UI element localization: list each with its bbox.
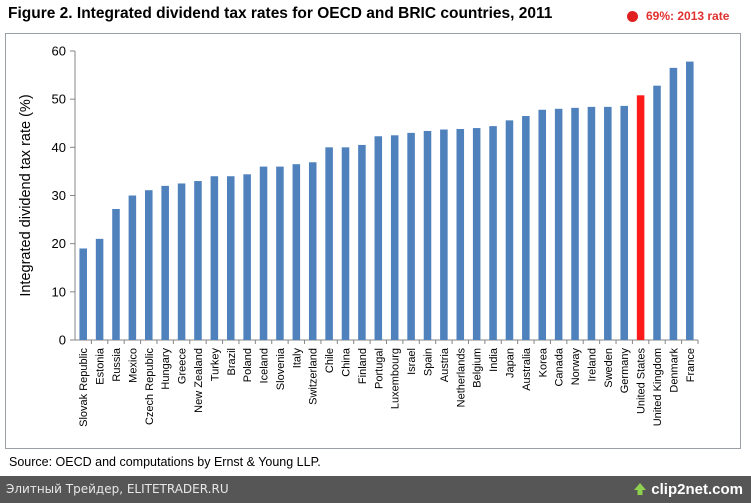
x-tick-label: Mexico: [127, 348, 139, 383]
x-tick-label: Denmark: [668, 348, 680, 393]
x-tick-label: Canada: [554, 347, 566, 386]
bar-chile: [325, 147, 333, 340]
bar-new-zealand: [194, 181, 202, 340]
bar-chart: 0 10 20 30 40 50 60 Integrated dividend tax rat…: [18, 44, 699, 427]
bar-slovenia: [276, 166, 284, 340]
x-tick-label: United Kingdom: [652, 348, 664, 426]
x-tick-label: Israel: [406, 348, 418, 375]
x-tick-label: Hungary: [160, 348, 172, 390]
footer-site-label: Элитный Трейдер, ELITETRADER.RU: [6, 482, 229, 496]
x-tick-label: Korea: [537, 347, 549, 377]
bar-iceland: [259, 166, 268, 340]
source-note: Source: OECD and computations by Ernst &…: [9, 455, 321, 469]
x-tick-label: Slovak Republic: [78, 348, 90, 427]
x-tick-label: Estonia: [95, 347, 107, 385]
bar-korea: [538, 109, 547, 340]
x-tick-label: Finland: [357, 348, 369, 384]
footer-logo-group[interactable]: clip2net.com: [633, 479, 743, 499]
bar-russia: [112, 208, 120, 340]
bar-czech-republic: [145, 190, 153, 340]
x-tick-label: Australia: [521, 347, 533, 391]
x-tick-label: India: [488, 347, 500, 372]
bar-poland: [243, 174, 251, 340]
y-tick-label: 40: [52, 140, 66, 155]
x-tick-label: Czech Republic: [144, 348, 156, 426]
bar-germany: [620, 105, 628, 340]
bar-israel: [407, 132, 415, 340]
bar-estonia: [95, 238, 104, 340]
red-dot-icon: [627, 10, 638, 22]
bar-brazil: [226, 176, 235, 340]
y-tick-label: 50: [52, 92, 66, 107]
bar-mexico: [128, 195, 137, 340]
y-tick-label: 20: [52, 236, 66, 251]
bar-ireland: [587, 106, 596, 340]
x-tick-label: Ireland: [586, 348, 598, 382]
y-tick-label: 10: [52, 284, 66, 299]
bar-canada: [554, 108, 563, 340]
x-tick-label: Spain: [422, 348, 434, 376]
x-tick-label: Austria: [439, 347, 451, 382]
bar-greece: [177, 183, 186, 340]
bar-luxembourg: [390, 135, 399, 340]
bar-china: [341, 147, 350, 340]
x-tick-label: Chile: [324, 348, 336, 373]
x-tick-label: China: [341, 347, 353, 377]
x-tick-label: Poland: [242, 348, 254, 382]
y-tick-label: 60: [52, 44, 66, 59]
annotation-2013-rate: 69%: 2013 rate: [627, 9, 729, 23]
bar-japan: [505, 120, 514, 340]
y-tick-label: 30: [52, 188, 66, 203]
bar-belgium: [472, 128, 481, 340]
x-tick-label: Sweden: [603, 348, 615, 388]
bar-denmark: [669, 67, 678, 340]
bar-turkey: [210, 176, 219, 340]
x-tick-label: New Zealand: [193, 348, 205, 413]
x-tick-label: Switzerland: [308, 348, 320, 405]
bar-hungary: [161, 185, 169, 340]
x-tick-label: France: [685, 348, 697, 382]
y-tick-label: 0: [59, 333, 66, 348]
x-tick-label: Japan: [504, 348, 516, 378]
upload-arrow-icon: [634, 483, 647, 495]
figure-title: Figure 2. Integrated dividend tax rates …: [8, 5, 553, 22]
bar-slovak-republic: [79, 248, 87, 340]
chart-frame: 0 10 20 30 40 50 60 Integrated dividend tax rat…: [5, 33, 741, 449]
bar-portugal: [374, 136, 383, 340]
bar-united-states: [636, 95, 645, 341]
footer-logo: clip2net.com: [651, 480, 743, 498]
x-tick-label: Belgium: [472, 348, 484, 388]
x-tick-label: Greece: [177, 348, 189, 384]
x-tick-label: Germany: [619, 348, 631, 394]
x-tick-label: Iceland: [259, 348, 271, 383]
bar-india: [489, 126, 497, 340]
footer-bar: Элитный Трейдер, ELITETRADER.RU clip2net…: [0, 476, 751, 503]
bar-italy: [292, 164, 301, 340]
x-tick-label: Norway: [570, 348, 582, 386]
bar-spain: [423, 130, 432, 340]
bar-france: [686, 61, 694, 340]
x-tick-label: Brazil: [226, 348, 238, 376]
y-axis-title: Integrated dividend tax rate (%): [18, 94, 34, 296]
x-tick-label: Italy: [291, 348, 303, 369]
bar-australia: [522, 116, 530, 341]
bar-switzerland: [308, 162, 317, 340]
bar-norway: [571, 107, 579, 340]
x-tick-label: Netherlands: [455, 348, 467, 408]
x-tick-label: Turkey: [209, 348, 221, 382]
annotation-text: 69%: 2013 rate: [646, 9, 730, 23]
bar-united-kingdom: [653, 85, 661, 341]
x-tick-label: Portugal: [373, 348, 385, 389]
x-tick-label: Luxembourg: [390, 348, 402, 409]
bar-austria: [440, 129, 448, 340]
bar-sweden: [604, 106, 612, 340]
x-tick-label: United States: [636, 348, 648, 415]
bar-finland: [358, 144, 366, 340]
x-tick-label: Russia: [111, 347, 123, 382]
x-tick-label: Slovenia: [275, 347, 287, 390]
bar-netherlands: [456, 129, 465, 340]
